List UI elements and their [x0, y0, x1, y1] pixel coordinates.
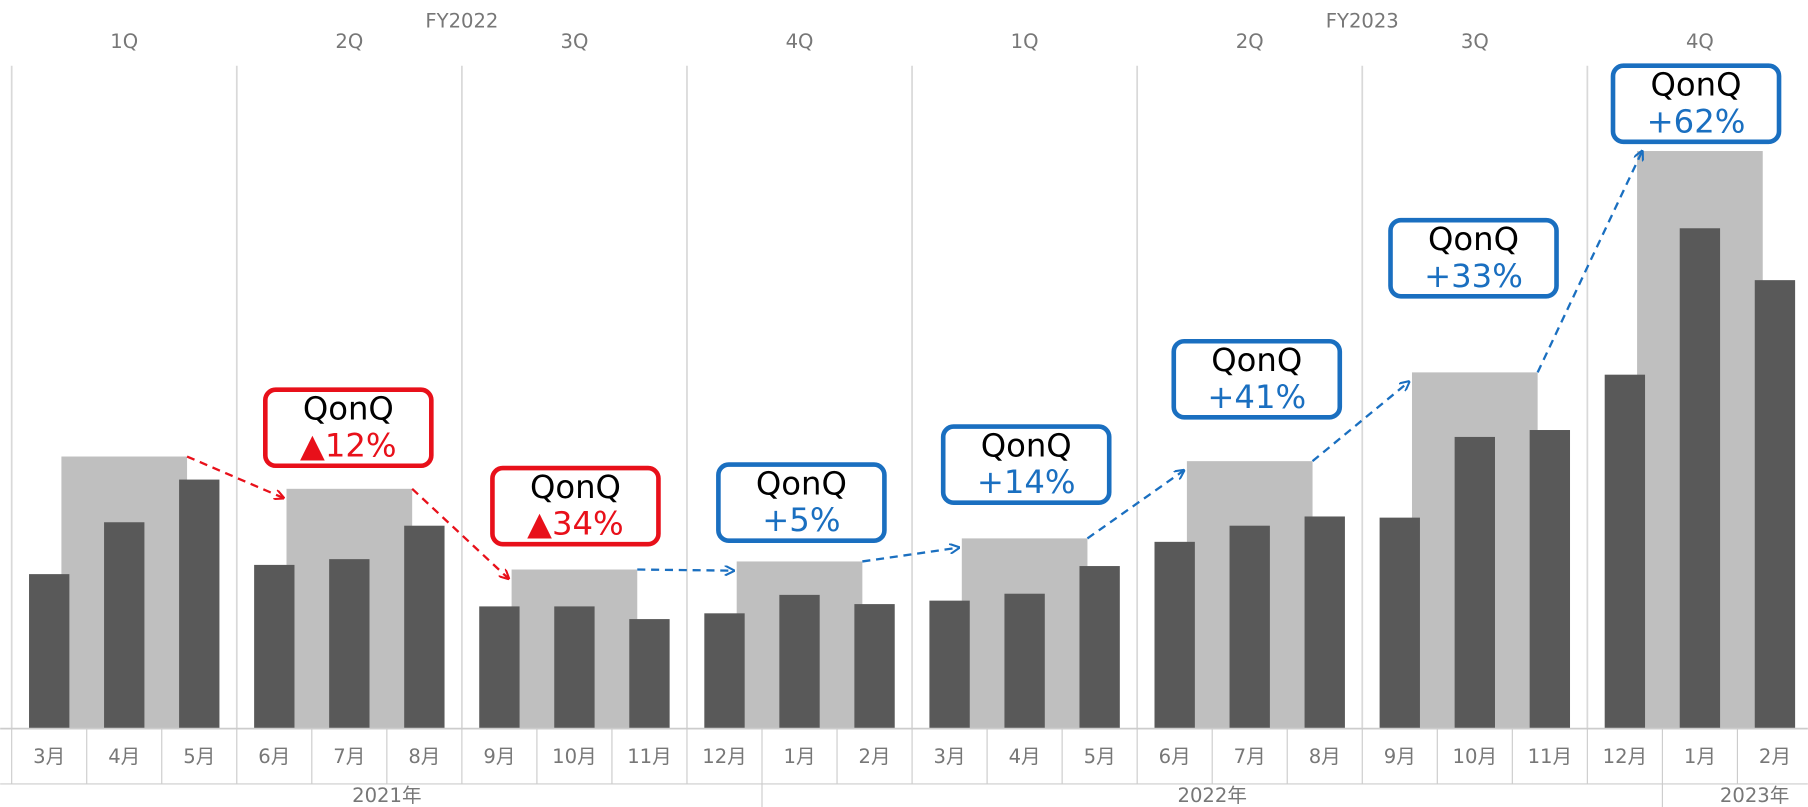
quarter-label: 2Q: [1236, 30, 1264, 53]
month-bar: [1454, 436, 1495, 729]
fiscal-year-label: FY2023: [1326, 9, 1399, 32]
quarter-label: 1Q: [1011, 30, 1039, 53]
month-label: 7月: [1234, 745, 1266, 768]
month-bar: [1079, 566, 1120, 729]
month-label: 4月: [1009, 745, 1041, 768]
month-label: 6月: [258, 745, 290, 768]
month-bar: [554, 606, 595, 729]
month-label: 8月: [408, 745, 440, 768]
month-label: 7月: [333, 745, 365, 768]
month-bar: [929, 600, 970, 729]
month-label: 2月: [1759, 745, 1791, 768]
qonq-box: [1610, 63, 1782, 145]
month-bar: [29, 574, 70, 729]
qonq-change: ▲12%: [300, 426, 397, 464]
month-bar: [1229, 525, 1270, 729]
quarter-label: 3Q: [1461, 30, 1489, 53]
month-bar: [1154, 541, 1195, 729]
qonq-change: +14%: [977, 463, 1076, 501]
month-label: 11月: [627, 745, 672, 768]
month-bar: [1379, 517, 1420, 729]
month-label: 9月: [483, 745, 515, 768]
month-label: 5月: [1084, 745, 1116, 768]
month-bar: [329, 559, 370, 729]
qonq-box: [1171, 338, 1343, 420]
month-label: 3月: [33, 745, 65, 768]
month-bar: [179, 479, 220, 729]
month-bar: [1754, 280, 1796, 729]
month-bar: [1604, 374, 1646, 729]
quarter-label: 3Q: [560, 30, 588, 53]
month-bar: [854, 604, 895, 729]
qonq-box: [1388, 217, 1559, 299]
month-label: 9月: [1384, 745, 1416, 768]
month-label: 8月: [1309, 745, 1341, 768]
qonq-arrow: [1311, 382, 1410, 463]
month-label: 1月: [1684, 745, 1716, 768]
month-bar: [1529, 430, 1571, 729]
month-label: 2月: [859, 745, 891, 768]
qonq-arrow: [186, 455, 284, 499]
month-bar: [629, 619, 670, 729]
month-label: 10月: [552, 745, 597, 768]
qonq-change: +33%: [1424, 257, 1523, 295]
qonq-label: QonQ: [1428, 220, 1519, 258]
qonq-label: QonQ: [530, 468, 621, 506]
qonq-box: [716, 462, 887, 543]
month-bar: [1004, 593, 1045, 729]
month-bar: [254, 564, 295, 729]
month-bar: [404, 525, 445, 729]
qonq-label: QonQ: [1651, 65, 1742, 103]
qonq-label: QonQ: [1211, 341, 1302, 379]
month-label: 6月: [1159, 745, 1191, 768]
qonq-label: QonQ: [756, 464, 847, 502]
qonq-change: +5%: [762, 501, 840, 539]
month-label: 4月: [108, 745, 140, 768]
qonq-change: ▲34%: [527, 505, 624, 543]
qonq-change: +62%: [1647, 102, 1746, 140]
qonq-arrow: [862, 548, 959, 563]
month-label: 10月: [1453, 745, 1498, 768]
quarter-label: 1Q: [110, 30, 138, 53]
month-label: 3月: [934, 745, 966, 768]
month-bar: [104, 522, 145, 729]
year-label: 2022年: [1177, 784, 1246, 807]
quarter-label: 4Q: [786, 30, 814, 53]
month-bar: [1679, 228, 1721, 729]
month-bar: [1304, 516, 1345, 729]
quarter-label: 4Q: [1686, 30, 1714, 53]
qonq-label: QonQ: [303, 389, 394, 427]
month-label: 1月: [783, 745, 815, 768]
qonq-change: +41%: [1207, 378, 1306, 416]
month-bar: [479, 606, 520, 729]
qonq-box: [263, 387, 434, 469]
month-bar: [779, 594, 820, 729]
fiscal-year-label: FY2022: [425, 9, 498, 32]
qonq-box: [490, 465, 661, 547]
month-label: 11月: [1528, 745, 1572, 768]
month-label: 12月: [1603, 745, 1648, 768]
month-bar: [704, 613, 745, 729]
qonq-label: QonQ: [981, 426, 1072, 464]
qonq-arrow: [1086, 470, 1184, 540]
year-label: 2021年: [352, 784, 421, 807]
year-label: 2023年: [1720, 784, 1789, 807]
month-label: 5月: [183, 745, 215, 768]
quarter-label: 2Q: [335, 30, 363, 53]
qonq-box: [940, 424, 1112, 505]
qonq-arrow: [637, 570, 734, 571]
month-label: 12月: [702, 745, 747, 768]
